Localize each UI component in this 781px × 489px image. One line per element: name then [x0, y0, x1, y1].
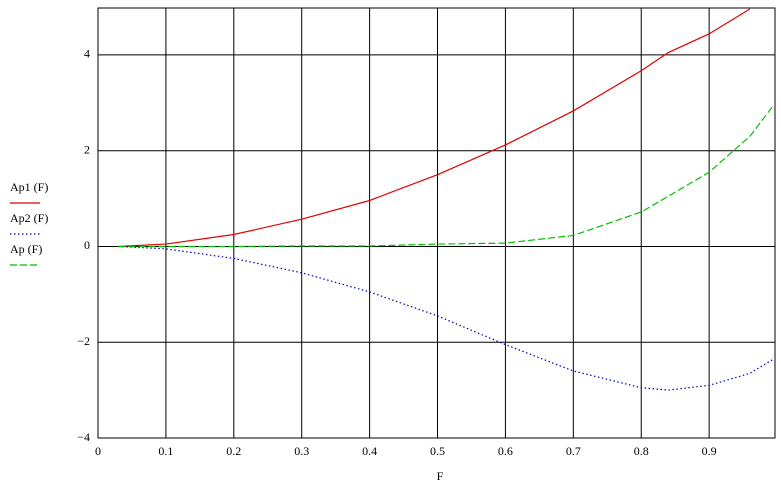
x-tick-label: 0.6 [498, 444, 513, 458]
x-axis-label: F [437, 469, 444, 483]
y-tick-label: −2 [77, 334, 90, 348]
x-tick-label: 0.5 [430, 444, 445, 458]
x-tick-label: 0.7 [566, 444, 581, 458]
y-tick-label: 2 [84, 142, 90, 156]
x-tick-label: 0.8 [634, 444, 649, 458]
x-tick-label: 0.2 [226, 444, 241, 458]
x-tick-label: 0.3 [294, 444, 309, 458]
plot-frame [97, 7, 776, 439]
series-line [118, 245, 774, 391]
series-line [118, 8, 751, 248]
x-tick-label: 0.1 [158, 444, 173, 458]
y-tick-label: 4 [84, 47, 90, 61]
legend-label: Ap1 (F) [10, 180, 48, 194]
x-tick-label: 0 [95, 444, 101, 458]
series-line [118, 104, 775, 248]
x-tick-label: 0.4 [362, 444, 377, 458]
y-tick-label: 0 [84, 238, 90, 252]
legend-label: Ap (F) [10, 242, 42, 256]
legend-label: Ap2 (F) [10, 211, 48, 225]
y-tick-label: −4 [77, 430, 90, 444]
x-tick-label: 0.9 [702, 444, 717, 458]
